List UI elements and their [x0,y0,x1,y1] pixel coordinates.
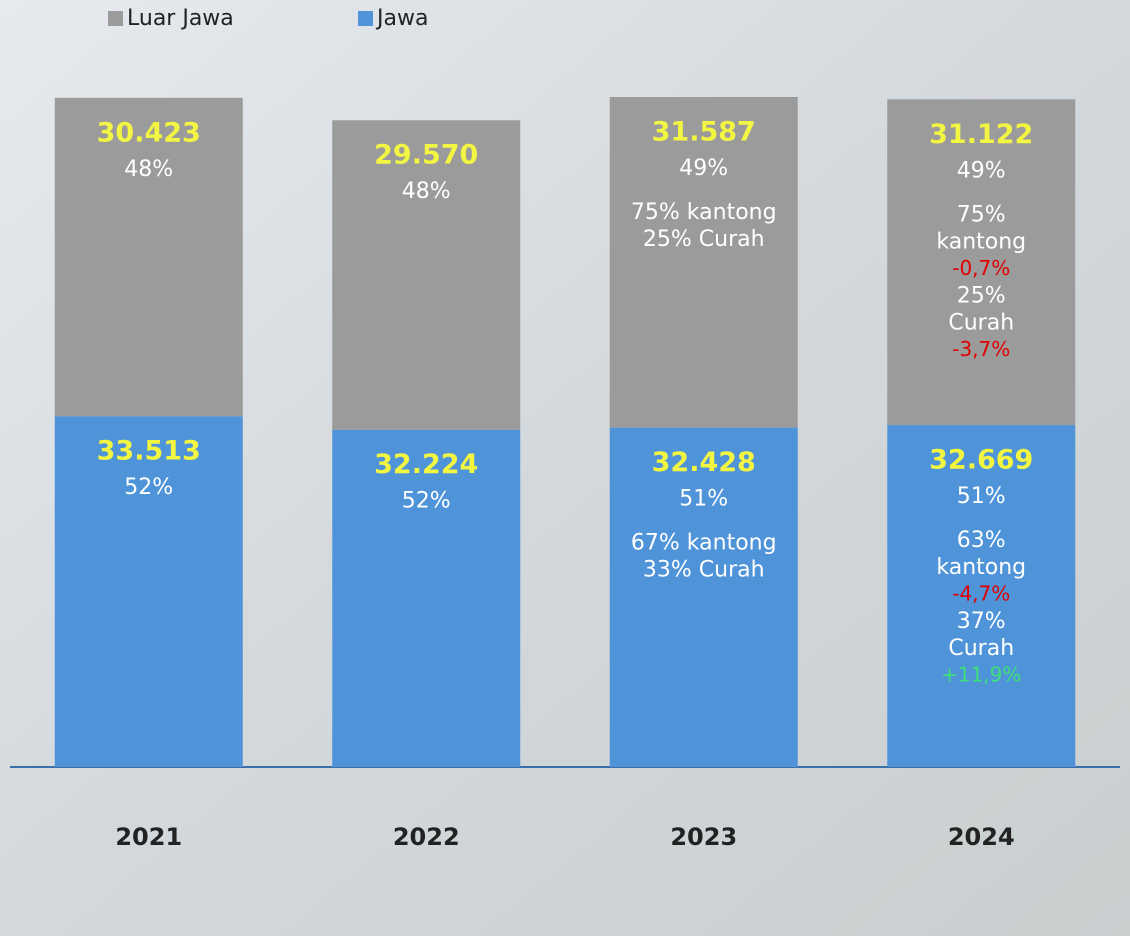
bar-segment [54,97,243,417]
note: -3,7% [952,337,1010,361]
note: kantong [936,555,1026,580]
note: -4,7% [952,582,1010,606]
note: kantong [936,229,1026,254]
legend-label: Jawa [375,6,428,31]
value-label: 30.423 [97,117,201,148]
note: 33% Curah [643,558,765,583]
bar-segment [609,97,798,428]
x-tick-label: 2024 [948,823,1015,851]
value-label: 33.513 [97,436,201,467]
legend-label: Luar Jawa [127,6,234,31]
note: 75% kantong [631,200,777,225]
value-label: 31.122 [929,119,1033,150]
note: +11,9% [941,663,1021,687]
share-label: 49% [679,156,728,181]
share-label: 48% [402,179,451,204]
bar-segment [887,425,1076,767]
value-label: 32.669 [929,445,1033,476]
bar-segment [887,99,1076,426]
value-label: 29.570 [374,140,478,171]
value-label: 31.587 [652,117,756,148]
share-label: 52% [402,489,451,514]
note: -0,7% [952,256,1010,280]
note: 25% [957,283,1006,308]
note: 67% kantong [631,531,777,556]
note: 75% [957,202,1006,227]
legend-swatch [108,11,123,26]
share-label: 52% [124,475,173,500]
bar-segment [54,416,243,767]
x-tick-label: 2022 [393,823,460,851]
bar-segment [609,427,798,767]
note: 37% [957,609,1006,634]
share-label: 48% [124,157,173,182]
value-label: 32.224 [374,449,478,480]
note: 63% [957,528,1006,553]
note: Curah [948,636,1014,661]
note: Curah [948,310,1014,335]
share-label: 49% [957,158,1006,183]
legend-swatch [358,11,373,26]
x-tick-label: 2021 [115,823,182,851]
x-tick-label: 2023 [670,823,737,851]
share-label: 51% [679,487,728,512]
share-label: 51% [957,484,1006,509]
bar-segment [332,429,521,767]
value-label: 32.428 [652,447,756,478]
note: 25% Curah [643,227,765,252]
bar-segment [332,120,521,430]
